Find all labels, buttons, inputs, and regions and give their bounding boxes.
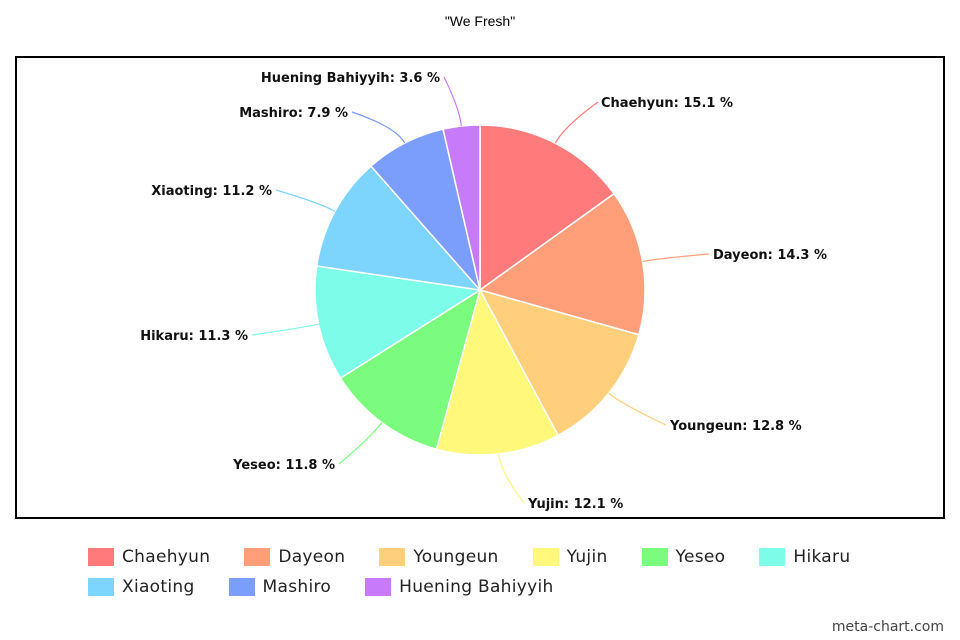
leader-line-mashiro xyxy=(351,111,406,144)
pie-slice-xiaoting xyxy=(315,165,482,292)
legend-label: Dayeon xyxy=(278,546,346,567)
data-label-xiaoting: Xiaoting: 11.2 % xyxy=(151,184,272,199)
legend-swatch xyxy=(244,547,271,566)
data-label-youngeun: Youngeun: 12.8 % xyxy=(669,419,802,434)
legend-swatch xyxy=(228,577,255,596)
pie-slice-dayeon xyxy=(478,192,646,336)
leader-line-dayeon xyxy=(642,253,710,262)
data-label-huening-bahiyyih: Huening Bahiyyih: 3.6 % xyxy=(261,71,440,86)
chart-title: "We Fresh" xyxy=(444,13,516,29)
leader-line-xiaoting xyxy=(275,189,336,212)
legend-swatch xyxy=(641,547,668,566)
pie-slice-huening-bahiyyih xyxy=(442,124,481,291)
plot-area xyxy=(15,56,945,519)
data-label-mashiro: Mashiro: 7.9 % xyxy=(239,106,348,121)
watermark: meta-chart.com xyxy=(831,619,944,635)
leader-line-yujin xyxy=(498,453,525,504)
legend-swatch xyxy=(532,547,559,566)
legend-item-mashiro: Mashiro xyxy=(228,576,332,597)
legend: Chaehyun Dayeon Youngeun Yujin Yeseo Hikaru Xi… xyxy=(88,546,888,597)
legend-label: Youngeun xyxy=(413,546,499,567)
legend-swatch xyxy=(88,577,114,596)
pie-slice-chaehyun xyxy=(479,124,616,292)
legend-item-hikaru: Hikaru xyxy=(759,546,850,567)
legend-label: Mashiro xyxy=(262,576,332,597)
legend-swatch xyxy=(759,547,786,566)
pie-slice-hikaru xyxy=(314,265,483,380)
data-label-chaehyun: Chaehyun: 15.1 % xyxy=(601,96,733,111)
data-label-hikaru: Hikaru: 11.3 % xyxy=(140,329,248,344)
leader-line-youngeun xyxy=(608,392,667,426)
leader-line-hikaru xyxy=(251,323,319,336)
legend-item-yujin: Yujin xyxy=(532,546,608,567)
data-label-dayeon: Dayeon: 14.3 % xyxy=(713,248,827,263)
pie-slice-youngeun xyxy=(478,288,640,437)
legend-label: Xiaoting xyxy=(122,576,195,597)
legend-label: Hikaru xyxy=(793,546,851,567)
legend-item-huening-bahiyyih: Huening Bahiyyih xyxy=(365,576,553,597)
legend-item-youngeun: Youngeun xyxy=(379,546,498,567)
leader-line-yeseo xyxy=(338,422,383,465)
legend-swatch xyxy=(88,547,114,566)
legend-item-chaehyun: Chaehyun xyxy=(88,546,210,567)
legend-item-xiaoting: Xiaoting xyxy=(88,576,195,597)
data-label-yujin: Yujin: 12.1 % xyxy=(527,497,623,512)
leader-line-huening-bahiyyih xyxy=(443,76,462,127)
leader-line-chaehyun xyxy=(554,101,599,144)
legend-label: Huening Bahiyyih xyxy=(399,576,554,597)
legend-item-yeseo: Yeseo xyxy=(641,546,726,567)
legend-label: Yujin xyxy=(566,546,608,567)
legend-label: Chaehyun xyxy=(122,546,211,567)
data-label-yeseo: Yeseo: 11.8 % xyxy=(232,458,335,473)
legend-item-dayeon: Dayeon xyxy=(244,546,345,567)
legend-swatch xyxy=(379,547,406,566)
legend-label: Yeseo xyxy=(675,546,726,567)
legend-swatch xyxy=(365,577,392,596)
